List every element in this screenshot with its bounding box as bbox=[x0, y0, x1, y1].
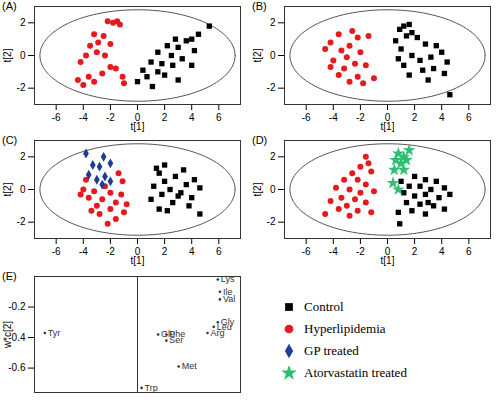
svg-text:4: 4 bbox=[189, 246, 195, 257]
svg-text:t[1]: t[1] bbox=[131, 255, 145, 266]
svg-text:-4: -4 bbox=[79, 112, 88, 123]
svg-text:Ile: Ile bbox=[222, 286, 233, 297]
svg-text:-2: -2 bbox=[267, 216, 276, 227]
svg-text:2: 2 bbox=[162, 246, 168, 257]
svg-text:2: 2 bbox=[270, 17, 276, 28]
svg-text:t[1]: t[1] bbox=[131, 121, 145, 132]
svg-text:-2: -2 bbox=[106, 246, 115, 257]
svg-text:Lys: Lys bbox=[221, 274, 235, 284]
svg-text:6: 6 bbox=[466, 112, 472, 123]
svg-text:-4: -4 bbox=[329, 246, 338, 257]
svg-text:0: 0 bbox=[20, 50, 26, 61]
svg-text:0: 0 bbox=[134, 111, 141, 123]
svg-text:0: 0 bbox=[20, 184, 26, 195]
svg-text:4: 4 bbox=[189, 112, 195, 123]
svg-text:0: 0 bbox=[270, 184, 276, 195]
svg-text:-4: -4 bbox=[329, 112, 338, 123]
svg-text:-2: -2 bbox=[17, 216, 26, 227]
svg-text:Arg: Arg bbox=[211, 328, 225, 338]
svg-text:-6: -6 bbox=[52, 246, 61, 257]
html-text:Atorvastatin treated: Atorvastatin treated bbox=[304, 365, 407, 380]
svg-text:2: 2 bbox=[412, 246, 418, 257]
svg-text:6: 6 bbox=[216, 246, 222, 257]
svg-text:t[2]: t[2] bbox=[2, 182, 13, 196]
svg-text:-0.6: -0.6 bbox=[8, 362, 26, 373]
svg-text:2: 2 bbox=[20, 151, 26, 162]
svg-text:-2: -2 bbox=[267, 82, 276, 93]
svg-text:Tyr: Tyr bbox=[48, 328, 61, 338]
svg-text:-6: -6 bbox=[302, 246, 311, 257]
html-text:Hyperlipidemia: Hyperlipidemia bbox=[304, 321, 386, 336]
svg-text:Glu: Glu bbox=[161, 329, 176, 340]
svg-text:-2: -2 bbox=[356, 246, 365, 257]
svg-text:Val: Val bbox=[223, 294, 235, 304]
svg-text:4: 4 bbox=[439, 112, 445, 123]
svg-text:-2: -2 bbox=[356, 112, 365, 123]
svg-text:t[1]: t[1] bbox=[381, 255, 395, 266]
svg-text:Phe: Phe bbox=[169, 329, 186, 340]
svg-text:2: 2 bbox=[412, 112, 418, 123]
svg-text:Gly: Gly bbox=[221, 317, 235, 327]
svg-text:-6: -6 bbox=[302, 112, 311, 123]
html-text:GP treated: GP treated bbox=[304, 343, 359, 358]
svg-text:-2: -2 bbox=[17, 82, 26, 93]
svg-text:0: 0 bbox=[270, 50, 276, 61]
html-text:Control: Control bbox=[304, 299, 344, 314]
svg-text:-4: -4 bbox=[79, 246, 88, 257]
svg-text:-6: -6 bbox=[52, 112, 61, 123]
svg-text:0: 0 bbox=[384, 245, 391, 257]
svg-text:w*c[2]: w*c[2] bbox=[2, 321, 13, 349]
html-text:(C): (C) bbox=[2, 134, 18, 146]
svg-text:Trp: Trp bbox=[145, 383, 158, 393]
svg-text:4: 4 bbox=[439, 246, 445, 257]
svg-text:0: 0 bbox=[134, 245, 141, 257]
svg-text:-0.2: -0.2 bbox=[8, 301, 26, 312]
svg-text:0: 0 bbox=[384, 111, 391, 123]
svg-text:6: 6 bbox=[216, 112, 222, 123]
svg-text:2: 2 bbox=[20, 17, 26, 28]
html-text:(A): (A) bbox=[2, 0, 17, 12]
svg-text:t[2]: t[2] bbox=[2, 48, 13, 62]
html-text:(E): (E) bbox=[2, 270, 17, 282]
svg-text:t[2]: t[2] bbox=[252, 182, 263, 196]
svg-text:-2: -2 bbox=[106, 112, 115, 123]
svg-text:Ser: Ser bbox=[169, 335, 183, 345]
svg-text:t[2]: t[2] bbox=[252, 48, 263, 62]
svg-text:6: 6 bbox=[466, 246, 472, 257]
svg-text:2: 2 bbox=[162, 112, 168, 123]
svg-text:Met: Met bbox=[182, 361, 198, 371]
svg-text:t[1]: t[1] bbox=[381, 121, 395, 132]
svg-text:2: 2 bbox=[270, 151, 276, 162]
svg-text:-0.4: -0.4 bbox=[8, 331, 26, 343]
html-text:(B): (B) bbox=[252, 0, 267, 12]
html-text:(D): (D) bbox=[252, 134, 268, 146]
